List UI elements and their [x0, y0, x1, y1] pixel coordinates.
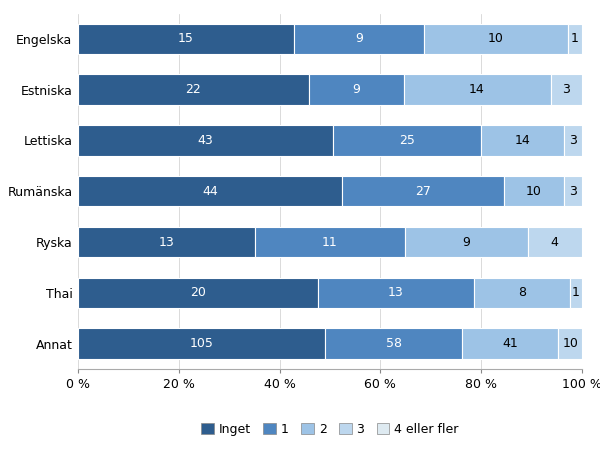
Bar [404, 74, 551, 105]
Text: 25: 25 [399, 134, 415, 147]
Text: 4: 4 [551, 235, 559, 248]
Text: 14: 14 [515, 134, 530, 147]
Bar [255, 227, 405, 257]
Bar [78, 24, 294, 54]
Text: 22: 22 [185, 83, 202, 96]
Bar [564, 125, 582, 156]
Text: 9: 9 [462, 235, 470, 248]
Text: 10: 10 [562, 337, 578, 350]
Text: 58: 58 [386, 337, 401, 350]
Text: 8: 8 [518, 286, 526, 299]
Bar [474, 278, 570, 308]
Bar [309, 74, 404, 105]
Text: 14: 14 [469, 83, 485, 96]
Text: 11: 11 [322, 235, 338, 248]
Bar [504, 176, 564, 207]
Text: 43: 43 [197, 134, 214, 147]
Text: 3: 3 [562, 83, 570, 96]
Bar [333, 125, 481, 156]
Text: 41: 41 [502, 337, 518, 350]
Bar [527, 227, 582, 257]
Bar [318, 278, 474, 308]
Bar [481, 125, 564, 156]
Text: 10: 10 [488, 32, 503, 45]
Text: 15: 15 [178, 32, 194, 45]
Bar [78, 227, 255, 257]
Text: 44: 44 [202, 185, 218, 198]
Bar [559, 328, 582, 359]
Bar [78, 328, 325, 359]
Bar [78, 74, 309, 105]
Bar [462, 328, 559, 359]
Bar [294, 24, 424, 54]
Bar [424, 24, 568, 54]
Text: 13: 13 [158, 235, 175, 248]
Text: 3: 3 [569, 185, 577, 198]
Bar [325, 328, 462, 359]
Bar [568, 24, 582, 54]
Legend: Inget, 1, 2, 3, 4 eller fler: Inget, 1, 2, 3, 4 eller fler [196, 418, 464, 441]
Bar [405, 227, 527, 257]
Bar [564, 176, 582, 207]
Text: 27: 27 [415, 185, 431, 198]
Bar [78, 278, 318, 308]
Text: 9: 9 [352, 83, 360, 96]
Text: 3: 3 [569, 134, 577, 147]
Text: 20: 20 [190, 286, 206, 299]
Text: 9: 9 [355, 32, 363, 45]
Text: 13: 13 [388, 286, 404, 299]
Bar [78, 176, 342, 207]
Text: 105: 105 [190, 337, 214, 350]
Bar [570, 278, 582, 308]
Text: 1: 1 [571, 32, 579, 45]
Text: 10: 10 [526, 185, 542, 198]
Bar [78, 125, 333, 156]
Text: 1: 1 [572, 286, 580, 299]
Bar [342, 176, 504, 207]
Bar [551, 74, 582, 105]
